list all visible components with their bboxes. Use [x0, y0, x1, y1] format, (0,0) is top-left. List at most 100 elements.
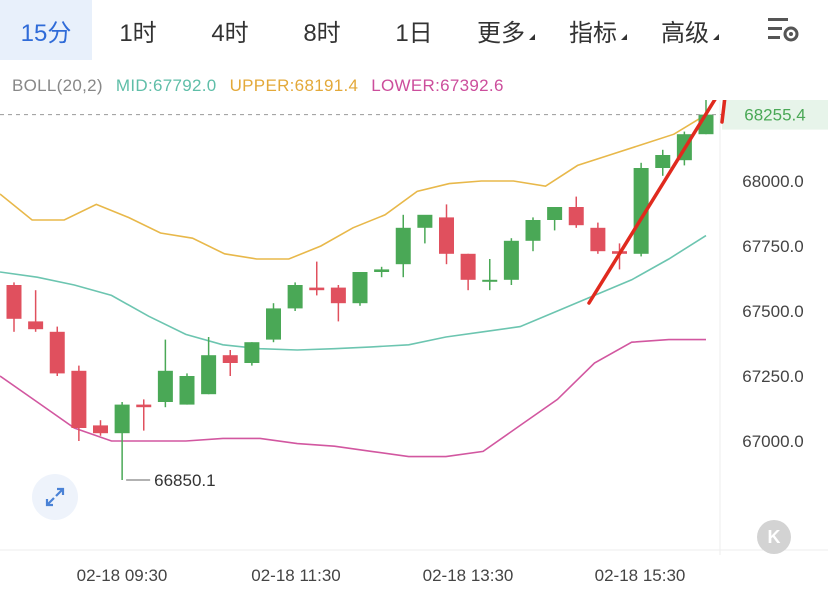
- candle: [547, 207, 563, 231]
- candle: [179, 373, 195, 405]
- candle-body: [330, 287, 346, 304]
- boll-lower-line: [0, 338, 706, 458]
- x-label: 02-18 11:30: [251, 566, 341, 585]
- candle-body: [655, 155, 671, 168]
- candle: [266, 303, 281, 343]
- candle: [309, 261, 325, 296]
- candle: [590, 222, 606, 254]
- settings-gear-icon[interactable]: [766, 14, 800, 44]
- candle-body: [352, 272, 368, 304]
- candle: [395, 214, 411, 278]
- candlestick-chart: 68000.0 67750.0 67500.0 67250.0 67000.0 68255…: [0, 100, 828, 555]
- last-price-label: 68255.4: [744, 106, 805, 125]
- x-label: 02-18 13:30: [422, 566, 514, 585]
- candle-body: [374, 269, 390, 272]
- x-label: 02-18 15:30: [594, 566, 686, 585]
- candle: [633, 162, 649, 257]
- candle-body: [6, 285, 22, 319]
- candle-body: [395, 227, 411, 265]
- candle: [568, 196, 584, 228]
- candle: [374, 266, 390, 278]
- tab-8h-label: 8时: [303, 19, 341, 47]
- boll-mid: MID:67792.0: [115, 76, 217, 95]
- tab-advanced-label: 高级: [661, 19, 709, 47]
- tab-1h[interactable]: 1时: [92, 0, 184, 60]
- y-tick-label: 68000.0: [742, 172, 803, 191]
- tab-4h[interactable]: 4时: [184, 0, 276, 60]
- arrow-head: [720, 100, 727, 124]
- candle-body: [460, 253, 476, 280]
- tab-1h-label: 1时: [119, 19, 157, 47]
- candle: [222, 350, 238, 376]
- boll-lower: LOWER:67392.6: [371, 76, 504, 95]
- candle-body: [157, 370, 173, 402]
- caret-icon: [529, 34, 535, 40]
- candle: [482, 259, 498, 291]
- candle: [201, 337, 217, 395]
- candle: [439, 204, 454, 265]
- k-icon: K: [767, 526, 781, 547]
- expand-icon: [45, 487, 65, 507]
- tab-indicators[interactable]: 指标: [552, 0, 644, 60]
- y-tick-label: 67000.0: [742, 432, 803, 451]
- candle-body: [547, 207, 563, 220]
- tab-8h[interactable]: 8时: [276, 0, 368, 60]
- candle-body: [114, 404, 130, 434]
- tab-advanced[interactable]: 高级: [644, 0, 736, 60]
- candle-body: [482, 279, 498, 282]
- candle-body: [71, 370, 87, 428]
- tab-15m-label: 15分: [20, 19, 72, 47]
- candle-body: [590, 227, 606, 252]
- tab-more-label: 更多: [477, 19, 525, 47]
- last-price-tag: [722, 100, 828, 130]
- candle-body: [309, 287, 325, 291]
- candle-body: [222, 355, 238, 363]
- timeframe-tabs: 15分 1时 4时 8时 1日 更多 指标 高级: [0, 0, 828, 60]
- candle-body: [266, 308, 281, 340]
- candle-body: [28, 321, 44, 330]
- candle-body: [633, 168, 649, 254]
- candle-body: [179, 376, 195, 405]
- candle: [71, 365, 87, 441]
- candle: [460, 253, 476, 291]
- candle: [287, 282, 303, 311]
- x-label: 02-18 09:30: [76, 566, 168, 585]
- boll-upper-line: [0, 114, 707, 260]
- y-tick-label: 67250.0: [742, 367, 803, 386]
- candle: [114, 402, 130, 480]
- tab-4h-label: 4时: [211, 19, 249, 47]
- candle: [49, 326, 65, 376]
- y-tick-label: 67750.0: [742, 237, 803, 256]
- expand-button[interactable]: [32, 474, 78, 520]
- candle-body: [136, 404, 152, 408]
- tab-15m[interactable]: 15分: [0, 0, 92, 60]
- boll-legend: BOLL(20,2) MID:67792.0 UPPER:68191.4 LOW…: [12, 76, 512, 96]
- candle-body: [201, 355, 217, 395]
- y-tick-label: 67500.0: [742, 302, 803, 321]
- arrow-shaft: [587, 100, 717, 305]
- boll-name: BOLL(20,2): [12, 76, 103, 95]
- candle: [6, 282, 22, 332]
- caret-icon: [713, 34, 719, 40]
- tab-1d[interactable]: 1日: [368, 0, 460, 60]
- low-price-label: 66850.1: [154, 471, 215, 490]
- candle-body: [287, 285, 303, 309]
- trend-arrow-annotation: [587, 100, 727, 305]
- candle-body: [244, 342, 260, 363]
- candle-body: [417, 214, 433, 228]
- k-button[interactable]: K: [757, 520, 791, 554]
- candle: [655, 149, 671, 176]
- candle: [157, 339, 173, 408]
- candle: [330, 285, 346, 322]
- tab-more[interactable]: 更多: [460, 0, 552, 60]
- candle: [352, 272, 368, 306]
- candle-body: [439, 217, 454, 254]
- candle: [525, 217, 541, 252]
- candle-body: [503, 240, 519, 280]
- tab-1d-label: 1日: [395, 19, 433, 47]
- candle-body: [525, 220, 541, 241]
- caret-icon: [621, 34, 627, 40]
- candle: [136, 399, 152, 431]
- candle: [417, 214, 433, 244]
- candle-body: [93, 425, 108, 434]
